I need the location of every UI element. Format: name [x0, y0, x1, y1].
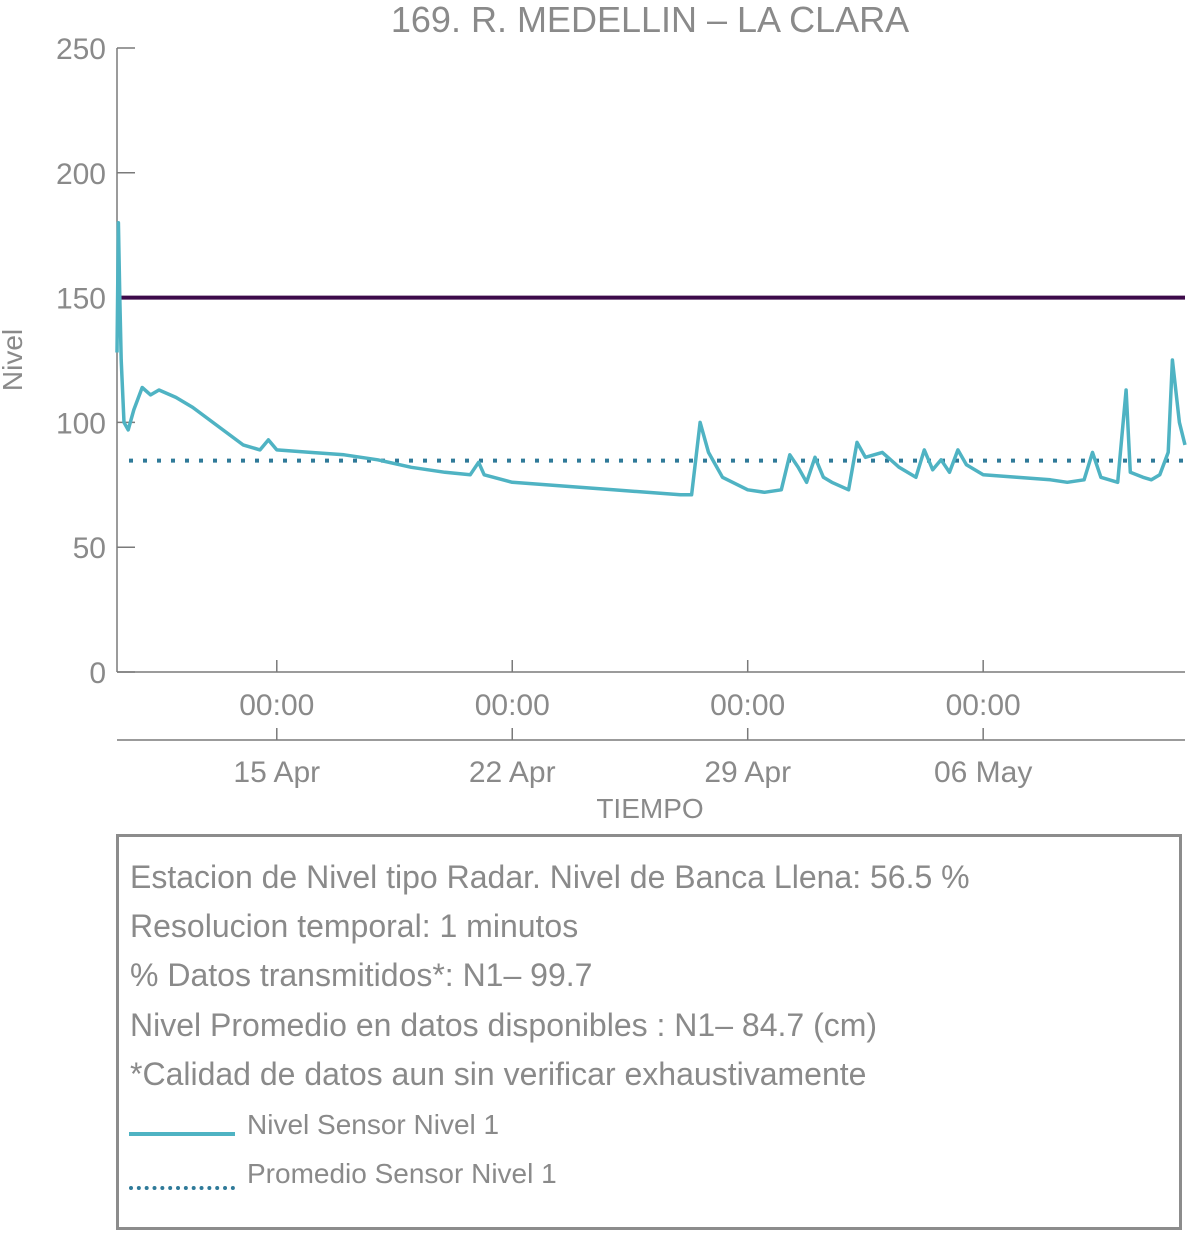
- x-tick-date-label: 22 Apr: [469, 756, 556, 789]
- y-tick-label: 150: [56, 283, 106, 316]
- info-line-resolution: Resolucion temporal: 1 minutos: [130, 908, 579, 944]
- legend-label-nivel: Nivel Sensor Nivel 1: [247, 1109, 500, 1140]
- y-tick-label: 250: [56, 33, 106, 66]
- y-tick-label: 0: [89, 657, 106, 690]
- x-tick-time-label: 00:00: [946, 689, 1021, 722]
- x-tick-time-label: 00:00: [710, 689, 785, 722]
- legend-label-promedio: Promedio Sensor Nivel 1: [247, 1158, 557, 1189]
- legend-item-promedio: Promedio Sensor Nivel 1: [129, 1158, 729, 1198]
- x-tick-time-label: 00:00: [475, 689, 550, 722]
- legend-swatch-solid: [129, 1132, 235, 1136]
- y-tick-label: 100: [56, 407, 106, 440]
- info-line-quality: *Calidad de datos aun sin verificar exha…: [130, 1056, 867, 1092]
- x-ticks: 00:00 15 Apr 00:00 22 Apr 00:00 29 Apr 00:00 06…: [233, 660, 1032, 789]
- y-ticks: 0 50 100 150 200 250: [56, 33, 135, 690]
- y-axis-label: Nivel: [0, 329, 28, 391]
- x-tick-time-label: 00:00: [239, 689, 314, 722]
- series-nivel-line: [115, 220, 1187, 497]
- legend-item-nivel: Nivel Sensor Nivel 1: [129, 1109, 729, 1149]
- level-chart: 169. R. MEDELLIN – LA CLARA Nivel TIEMPO…: [0, 0, 1187, 824]
- plot-area: [115, 220, 1187, 497]
- chart-title: 169. R. MEDELLIN – LA CLARA: [391, 0, 909, 40]
- info-box: Estacion de Nivel tipo Radar. Nivel de B…: [116, 834, 1182, 1230]
- x-tick-date-label: 06 May: [934, 756, 1032, 789]
- legend-swatch-dotted: [129, 1186, 235, 1190]
- info-line-station: Estacion de Nivel tipo Radar. Nivel de B…: [130, 859, 970, 895]
- info-line-transmitted: % Datos transmitidos*: N1– 99.7: [130, 957, 593, 993]
- y-tick-label: 200: [56, 158, 106, 191]
- y-tick-label: 50: [73, 532, 106, 565]
- x-axis-label: TIEMPO: [596, 793, 703, 824]
- x-tick-date-label: 29 Apr: [704, 756, 791, 789]
- info-line-average: Nivel Promedio en datos disponibles : N1…: [130, 1007, 878, 1043]
- x-tick-date-label: 15 Apr: [233, 756, 320, 789]
